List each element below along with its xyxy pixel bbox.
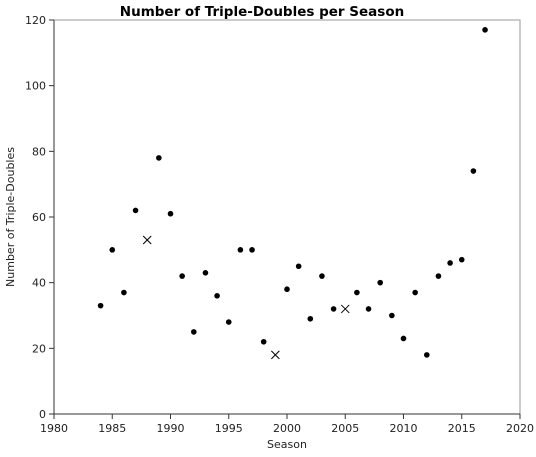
x-tick-label: 2015 <box>448 422 476 435</box>
data-point <box>295 263 302 270</box>
data-point <box>470 168 477 174</box>
data-points <box>97 27 488 360</box>
data-point <box>424 352 430 358</box>
data-point <box>319 273 325 279</box>
y-tick-label: 0 <box>39 408 46 421</box>
data-point <box>447 260 453 266</box>
x-axis-ticks: 1980 1985 1990 1995 2000 2005 2010 2015 2020 <box>40 414 534 435</box>
data-point <box>412 289 418 296</box>
x-tick-label: 2010 <box>390 422 418 435</box>
data-point <box>237 247 244 253</box>
y-tick-label: 120 <box>25 14 46 27</box>
x-tick-label: 1995 <box>215 422 243 435</box>
data-point <box>377 279 384 286</box>
data-point <box>435 273 442 279</box>
chart-title: Number of Triple-Doubles per Season <box>120 4 404 20</box>
x-tick-label: 1980 <box>40 422 68 435</box>
data-point <box>179 273 185 279</box>
y-axis-label: Number of Triple-Doubles <box>4 147 17 287</box>
data-point <box>167 210 174 217</box>
data-point <box>400 335 407 342</box>
data-point <box>482 27 488 33</box>
data-point <box>307 315 314 322</box>
data-point-cross <box>340 304 350 314</box>
data-point <box>214 293 220 299</box>
x-tick-label: 1985 <box>98 422 126 435</box>
data-point <box>121 289 127 296</box>
x-tick-label: 1990 <box>157 422 185 435</box>
data-point <box>156 155 162 161</box>
data-point <box>365 306 372 312</box>
data-point-cross <box>142 235 152 245</box>
data-point <box>202 270 209 276</box>
data-point <box>191 329 197 335</box>
plot-frame <box>53 19 521 415</box>
x-axis-label: Season <box>267 438 307 451</box>
data-point <box>225 319 232 325</box>
y-tick-label: 100 <box>25 80 46 93</box>
y-tick-label: 40 <box>32 277 46 290</box>
data-point <box>260 338 267 345</box>
y-tick-label: 60 <box>32 211 46 224</box>
data-point <box>389 312 395 319</box>
data-point <box>249 247 255 253</box>
data-point <box>132 207 139 214</box>
data-point <box>458 256 465 263</box>
y-tick-label: 80 <box>32 145 46 158</box>
x-tick-label: 2020 <box>506 422 534 435</box>
data-point <box>354 289 360 296</box>
data-point <box>97 302 104 309</box>
x-tick-label: 2005 <box>331 422 359 435</box>
x-tick-label: 2000 <box>273 422 301 435</box>
y-tick-label: 20 <box>32 342 46 355</box>
y-axis-ticks: 0 20 40 60 80 100 120 <box>25 14 54 421</box>
data-point <box>330 306 337 312</box>
data-point <box>284 286 290 293</box>
data-point <box>109 247 116 253</box>
data-point-cross <box>270 350 280 360</box>
